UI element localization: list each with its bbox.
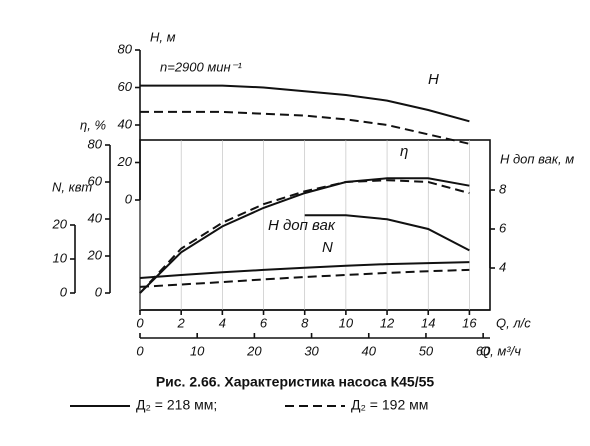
curve (139, 261, 470, 279)
y-tick-label: 20 (87, 247, 103, 262)
y-tick-label: 10 (53, 250, 68, 265)
x2-axis-label: Q, м³/ч (480, 343, 521, 358)
curve (139, 268, 470, 288)
y-tick-label: 40 (88, 210, 103, 225)
curve (140, 110, 470, 145)
x-tick-label: 14 (421, 315, 435, 330)
y-tick-label: 20 (52, 216, 68, 231)
x-tick-label: 6 (260, 315, 268, 330)
y-tick-label: 0 (60, 284, 68, 299)
y-tick-label: 0 (125, 191, 133, 206)
y-tick-label: 60 (88, 173, 103, 188)
y-tick-label: 8 (499, 181, 507, 196)
annotation: n=2900 мин⁻¹ (160, 59, 243, 74)
y-axis-label: H доп вак, м (500, 151, 574, 166)
x-tick-label: 8 (301, 315, 309, 330)
y-axis-label: N, квт (52, 179, 92, 194)
x-tick-label: 0 (136, 315, 144, 330)
x-tick-label: 4 (219, 315, 226, 330)
curve (304, 214, 470, 252)
curve-label: H доп вак (268, 217, 336, 234)
x-tick-label: 10 (339, 315, 354, 330)
x2-tick-label: 20 (246, 343, 262, 358)
x2-tick-label: 60 (476, 343, 491, 358)
x2-tick-label: 10 (190, 343, 205, 358)
y-axis-label: η, % (80, 117, 106, 132)
x-tick-label: 12 (380, 315, 395, 330)
curve (139, 179, 470, 294)
y-axis-label: H, м (150, 29, 176, 44)
x-axis-label: Q, л/с (496, 315, 531, 330)
legend-label: Д₂ = 218 мм; (136, 397, 217, 413)
x-tick-label: 16 (462, 315, 477, 330)
y-tick-label: 0 (95, 284, 103, 299)
curve (139, 177, 470, 294)
y-tick-label: 6 (499, 220, 507, 235)
curve (140, 84, 470, 123)
curve-label: η (400, 143, 408, 160)
curve-label: N (322, 239, 333, 256)
curve-label: H (428, 71, 439, 88)
x2-tick-label: 0 (136, 343, 144, 358)
y-tick-label: 20 (117, 154, 133, 169)
x-tick-label: 2 (177, 315, 186, 330)
x2-tick-label: 30 (304, 343, 319, 358)
legend-label: Д₂ = 192 мм (351, 397, 428, 413)
chart-title: Рис. 2.66. Характеристика насоса К45/55 (156, 374, 435, 390)
y-tick-label: 80 (118, 41, 133, 56)
x2-tick-label: 50 (419, 343, 434, 358)
y-tick-label: 80 (88, 136, 103, 151)
y-tick-label: 60 (118, 79, 133, 94)
y-tick-label: 40 (118, 116, 133, 131)
y-tick-label: 4 (499, 259, 506, 274)
x2-tick-label: 40 (362, 343, 377, 358)
